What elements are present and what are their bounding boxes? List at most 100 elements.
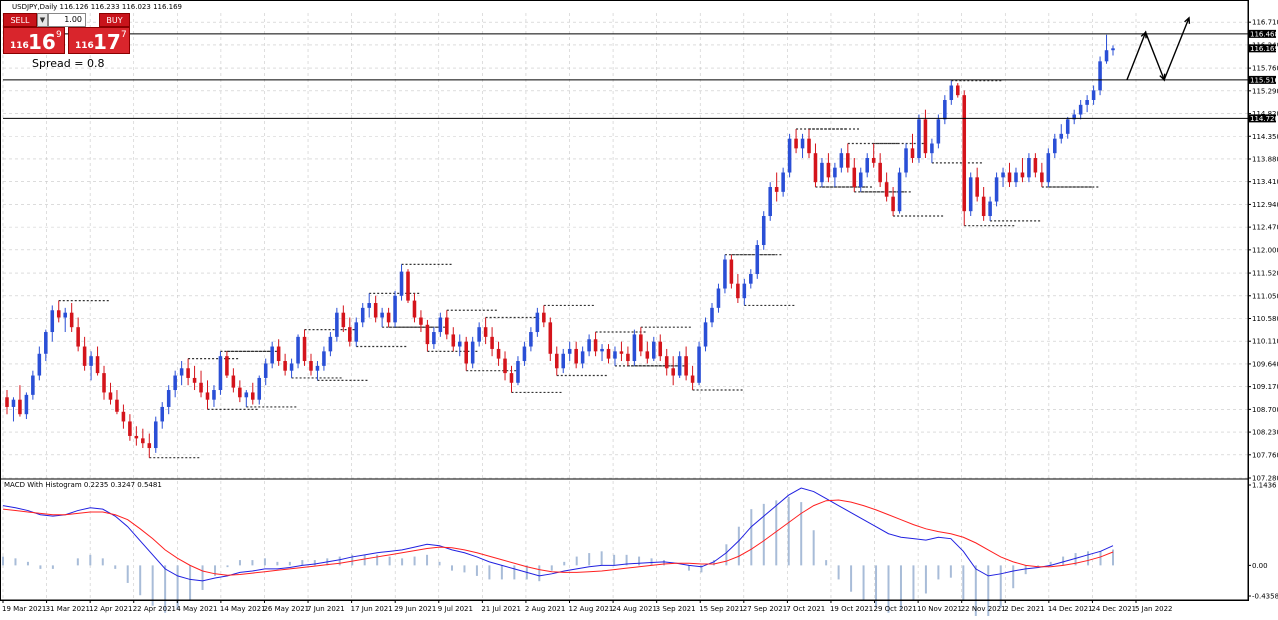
candle-body bbox=[910, 148, 915, 159]
date-tick-label: 22 Apr 2021 bbox=[133, 605, 176, 613]
candle-body bbox=[218, 356, 223, 391]
candle-body bbox=[839, 153, 844, 168]
candle-body bbox=[645, 351, 650, 359]
date-tick-label: 29 Oct 2021 bbox=[874, 605, 917, 613]
candle-body bbox=[108, 392, 113, 400]
price-tick-label: 108.700 bbox=[1252, 406, 1278, 414]
price-level-tag-label: 115.516 bbox=[1250, 76, 1278, 84]
chart-frame bbox=[0, 0, 1249, 601]
candle-body bbox=[386, 312, 391, 323]
candle-body bbox=[322, 351, 326, 366]
candle-body bbox=[1040, 172, 1044, 183]
candle-body bbox=[315, 365, 320, 371]
candle-body bbox=[846, 153, 850, 168]
candle-body bbox=[690, 375, 695, 383]
candle-body bbox=[755, 245, 760, 275]
lot-size-input[interactable]: 1.00 bbox=[48, 13, 86, 27]
arrow-head-icon bbox=[1184, 16, 1191, 24]
candle-body bbox=[1065, 119, 1070, 134]
candle-body bbox=[225, 356, 229, 376]
date-tick-label: 2 Dec 2021 bbox=[1004, 605, 1044, 613]
candle-body bbox=[768, 187, 772, 217]
candle-body bbox=[871, 158, 876, 163]
candle-body bbox=[341, 312, 346, 328]
candle-body bbox=[328, 336, 333, 352]
candle-body bbox=[1091, 90, 1096, 101]
candle-body bbox=[1111, 48, 1115, 51]
candle-body bbox=[289, 363, 294, 371]
candle-body bbox=[82, 346, 87, 366]
candle-body bbox=[115, 399, 119, 412]
date-tick-label: 14 Dec 2021 bbox=[1048, 605, 1093, 613]
candle-body bbox=[56, 310, 61, 318]
candle-body bbox=[348, 327, 352, 342]
candle-body bbox=[50, 310, 55, 333]
forecast-line bbox=[1126, 17, 1190, 82]
buy-button[interactable]: BUY bbox=[99, 13, 130, 27]
candle-body bbox=[1007, 172, 1012, 183]
date-tick-label: 3 Sep 2021 bbox=[656, 605, 696, 613]
candle-body bbox=[858, 172, 863, 188]
candle-body bbox=[1078, 104, 1083, 115]
candle-body bbox=[477, 327, 481, 342]
grid-lines bbox=[2, 13, 1248, 600]
candle-body bbox=[263, 363, 268, 378]
candle-body bbox=[63, 312, 67, 318]
candle-body bbox=[283, 361, 287, 371]
date-tick-label: 27 Sep 2021 bbox=[743, 605, 787, 613]
candle-body bbox=[69, 312, 74, 328]
price-tick-label: 107.280 bbox=[1252, 475, 1278, 483]
candle-body bbox=[619, 351, 624, 354]
candle-body bbox=[244, 392, 249, 398]
candle-body bbox=[128, 421, 132, 436]
candle-body bbox=[930, 143, 934, 154]
candle-body bbox=[134, 435, 139, 439]
price-tick-label: 112.000 bbox=[1252, 246, 1278, 254]
candle-body bbox=[419, 317, 423, 325]
date-tick-label: 4 May 2021 bbox=[176, 605, 217, 613]
price-tick-label: 108.230 bbox=[1252, 429, 1278, 437]
candle-body bbox=[774, 187, 779, 192]
price-tick-label: 113.880 bbox=[1252, 155, 1278, 163]
price-tick-label: 113.410 bbox=[1252, 178, 1278, 186]
date-tick-label: 2 Aug 2021 bbox=[525, 605, 565, 613]
candle-body bbox=[238, 387, 242, 398]
candle-body bbox=[160, 406, 165, 422]
candle-body bbox=[781, 172, 785, 192]
candle-body bbox=[826, 162, 831, 178]
price-level-tag-label: 116.468 bbox=[1250, 30, 1278, 38]
candle-body bbox=[1027, 158, 1031, 178]
candle-body bbox=[658, 341, 663, 357]
candle-body bbox=[1085, 100, 1089, 105]
candle-body bbox=[205, 392, 210, 400]
candle-body bbox=[44, 332, 48, 354]
candle-body bbox=[664, 356, 669, 369]
candle-body bbox=[548, 322, 553, 354]
date-tick-label: 10 Nov 2021 bbox=[917, 605, 962, 613]
candle-body bbox=[1046, 153, 1051, 183]
price-tick-label: 114.820 bbox=[1252, 110, 1278, 118]
candle-body bbox=[535, 312, 540, 333]
date-tick-label: 5 Jan 2022 bbox=[1135, 605, 1173, 613]
lot-down-icon[interactable]: ▼ bbox=[37, 13, 48, 27]
candle-body bbox=[186, 368, 190, 378]
candle-body bbox=[354, 322, 359, 342]
candle-body bbox=[231, 375, 236, 388]
candle-body bbox=[425, 324, 430, 345]
candle-body bbox=[380, 312, 384, 318]
candle-body bbox=[412, 300, 417, 318]
candle-body bbox=[76, 327, 80, 347]
candle-body bbox=[981, 196, 986, 217]
sell-price[interactable]: 116 16 9 bbox=[3, 27, 65, 54]
price-tick-label: 111.520 bbox=[1252, 270, 1278, 278]
price-level-tag bbox=[1249, 114, 1276, 123]
candle-body bbox=[1020, 172, 1025, 178]
price-tick-label: 114.350 bbox=[1252, 133, 1278, 141]
sell-button[interactable]: SELL bbox=[3, 13, 37, 27]
candle-body bbox=[865, 158, 870, 173]
candle-body bbox=[626, 353, 630, 362]
candle-body bbox=[147, 443, 152, 449]
buy-price[interactable]: 116 17 7 bbox=[68, 27, 130, 54]
candle-body bbox=[574, 348, 578, 364]
